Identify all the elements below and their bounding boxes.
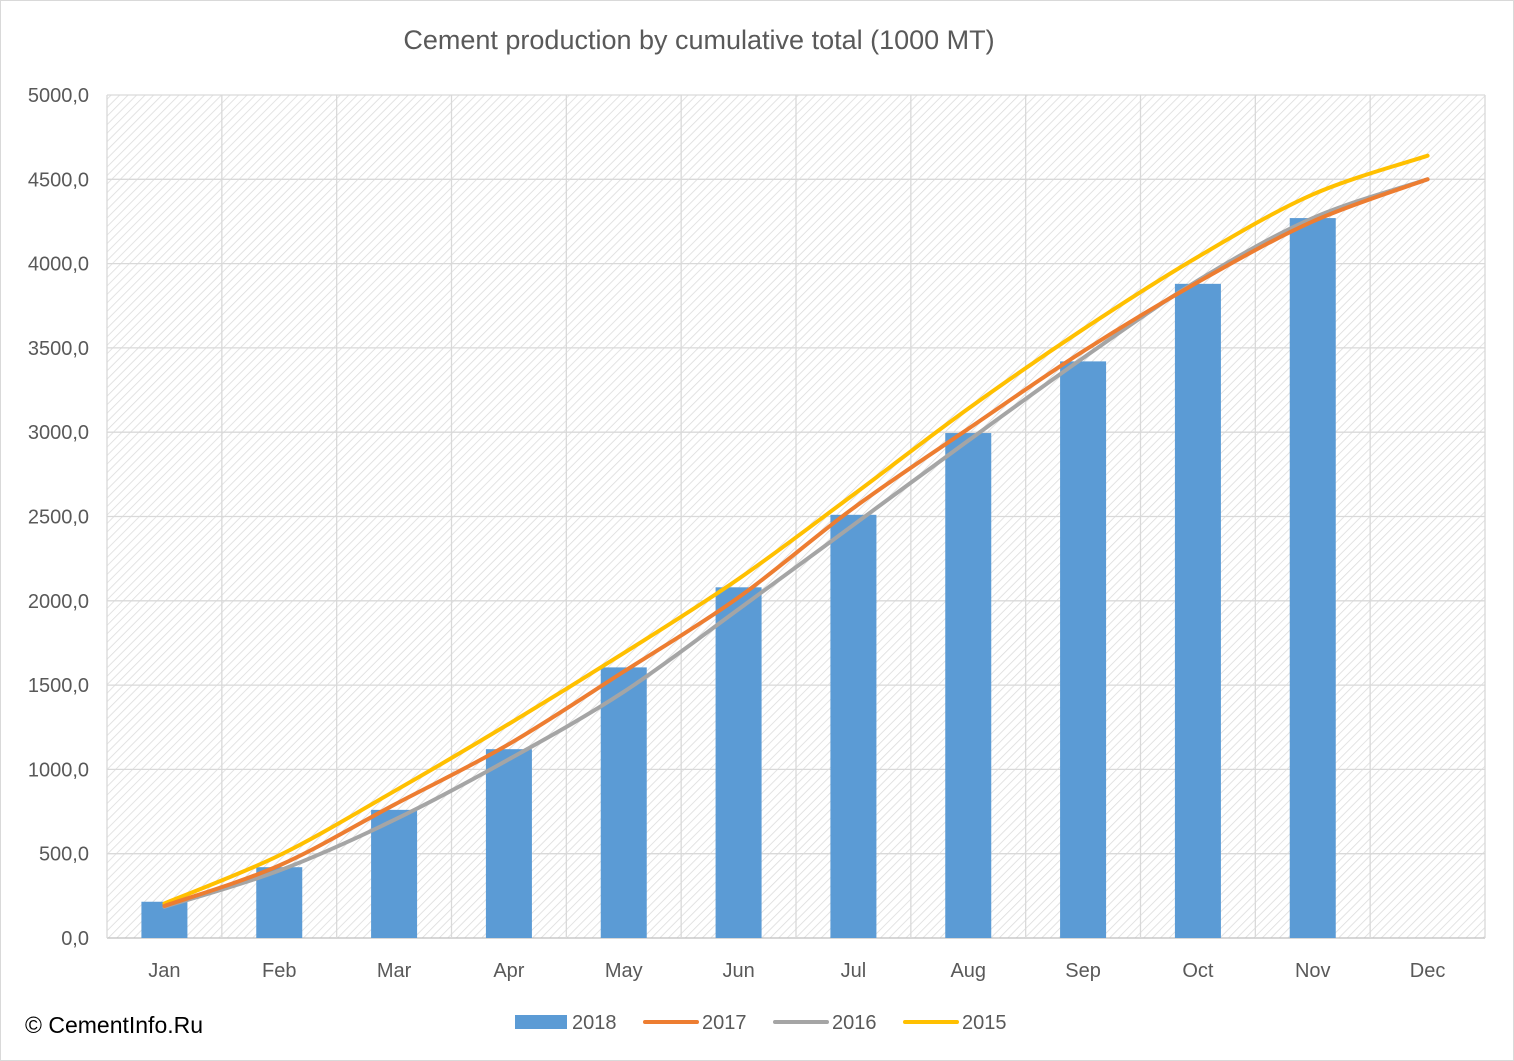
x-tick-label: Apr bbox=[493, 960, 524, 982]
x-axis-ticks: Jan Feb Mar Apr May Jun Jul Aug Sep Oct Nov Dec bbox=[148, 960, 1445, 982]
bar-2018-sep bbox=[1060, 361, 1107, 938]
bar-2018-oct bbox=[1174, 283, 1221, 938]
x-tick-label: Jun bbox=[722, 960, 754, 982]
legend-label-2017: 2017 bbox=[702, 1012, 747, 1034]
y-tick-label: 4500,0 bbox=[28, 169, 89, 191]
bar-2018-may bbox=[600, 667, 647, 938]
bar-2018-jun bbox=[715, 587, 762, 938]
y-tick-label: 3000,0 bbox=[28, 422, 89, 444]
y-tick-label: 1000,0 bbox=[28, 759, 89, 781]
legend-item-2016: 2016 bbox=[773, 1012, 877, 1034]
x-tick-label: Mar bbox=[377, 960, 412, 982]
x-tick-label: Aug bbox=[950, 960, 986, 982]
legend-item-2015: 2015 bbox=[903, 1012, 1007, 1034]
legend-label-2016: 2016 bbox=[832, 1012, 877, 1034]
line-2015 bbox=[162, 153, 1430, 906]
legend: 2018 2017 2016 2015 bbox=[515, 1012, 1007, 1034]
legend-swatch-2018 bbox=[515, 1015, 567, 1029]
line-series bbox=[162, 153, 1430, 909]
legend-label-2015: 2015 bbox=[962, 1012, 1007, 1034]
chart-title: Cement production by cumulative total (1… bbox=[403, 25, 994, 55]
x-tick-label: Oct bbox=[1182, 960, 1214, 982]
gridlines bbox=[106, 94, 1486, 939]
bar-2018-feb bbox=[256, 867, 303, 938]
bar-series bbox=[141, 218, 1336, 938]
bar-2018-mar bbox=[371, 809, 418, 938]
y-axis-ticks: 0,0 500,0 1000,0 1500,0 2000,0 2500,0 3000,0 35… bbox=[28, 85, 89, 950]
x-tick-label: Sep bbox=[1065, 960, 1101, 982]
x-tick-label: Dec bbox=[1410, 960, 1446, 982]
y-tick-label: 5000,0 bbox=[28, 85, 89, 107]
x-tick-label: Feb bbox=[262, 960, 296, 982]
y-tick-label: 2000,0 bbox=[28, 591, 89, 613]
legend-item-2018: 2018 bbox=[515, 1012, 617, 1034]
legend-label-2018: 2018 bbox=[572, 1012, 617, 1034]
bar-2018-aug bbox=[945, 433, 992, 938]
y-tick-label: 3500,0 bbox=[28, 338, 89, 360]
y-tick-label: 2500,0 bbox=[28, 507, 89, 529]
x-tick-label: Jul bbox=[841, 960, 867, 982]
y-tick-label: 0,0 bbox=[61, 928, 89, 950]
copyright-watermark: © CementInfo.Ru bbox=[25, 1012, 204, 1038]
bar-2018-nov bbox=[1289, 218, 1336, 938]
x-tick-label: May bbox=[605, 960, 643, 982]
y-tick-label: 4000,0 bbox=[28, 254, 89, 276]
legend-item-2017: 2017 bbox=[643, 1012, 747, 1034]
bar-2018-jul bbox=[830, 514, 877, 938]
bar-2018-apr bbox=[485, 749, 532, 938]
y-tick-label: 500,0 bbox=[39, 844, 89, 866]
x-tick-label: Nov bbox=[1295, 960, 1331, 982]
x-tick-label: Jan bbox=[148, 960, 180, 982]
line-2017 bbox=[162, 177, 1430, 908]
y-tick-label: 1500,0 bbox=[28, 675, 89, 697]
